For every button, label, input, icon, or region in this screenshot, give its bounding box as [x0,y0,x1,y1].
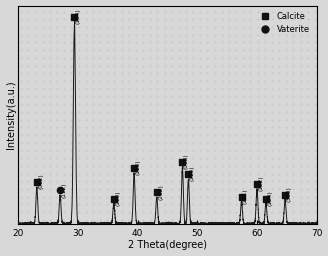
Text: (110): (110) [115,190,120,206]
Text: (300): (300) [287,186,292,201]
Text: (202): (202) [158,184,163,200]
Text: (018): (018) [184,154,189,169]
Text: (104): (104) [76,8,81,24]
Text: (112): (112) [62,182,67,198]
Text: (012): (012) [38,174,43,189]
X-axis label: 2 Theta(degree): 2 Theta(degree) [128,240,207,250]
Legend: Calcite, Vaterite: Calcite, Vaterite [255,10,313,36]
Text: (122): (122) [258,176,263,191]
Text: (113): (113) [135,160,141,175]
Y-axis label: Intensity(a.u.): Intensity(a.u.) [6,80,15,149]
Text: (116): (116) [190,166,195,181]
Text: (124): (124) [267,190,273,206]
Text: (121): (121) [243,188,248,204]
